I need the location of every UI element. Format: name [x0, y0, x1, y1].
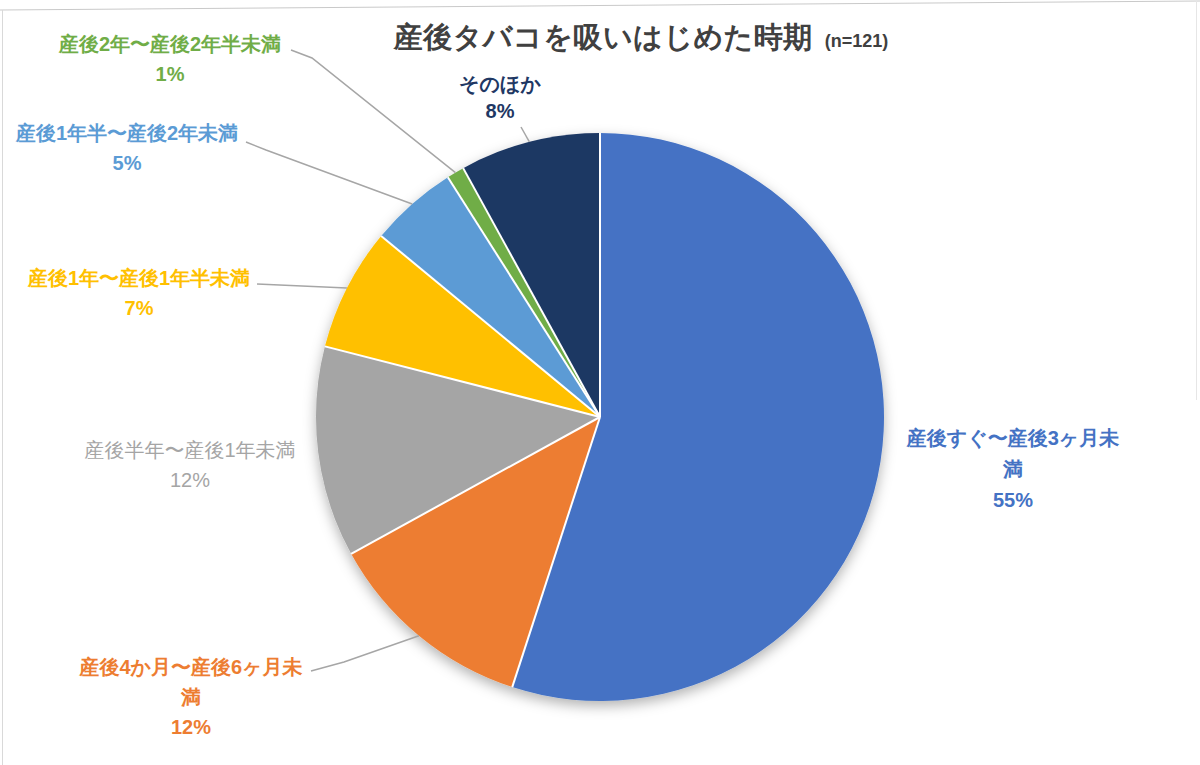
leader-line-3 — [257, 284, 347, 288]
data-label-line: 12% — [84, 465, 295, 495]
data-label-line: 産後1年〜産後1年半未満 — [28, 263, 250, 293]
leader-line-1 — [311, 636, 419, 671]
data-label-line: そのほか — [459, 71, 541, 98]
data-label-line: 産後すぐ〜産後3ヶ月未 — [907, 423, 1120, 454]
leader-line-4 — [246, 142, 412, 204]
data-label-other: そのほか 8% — [459, 71, 541, 125]
data-label-line: 12% — [79, 712, 302, 742]
data-label-4m-6m: 産後4か月〜産後6ヶ月未 満 12% — [79, 652, 302, 742]
data-label-6m-1y: 産後半年〜産後1年未満 12% — [84, 435, 295, 495]
chart-title-text: 産後タバコを吸いはじめた時期 — [394, 18, 813, 58]
chart-title: 産後タバコを吸いはじめた時期 (n=121) — [394, 18, 889, 58]
data-label-line: 満 — [79, 682, 302, 712]
pie-plot-area — [0, 0, 1200, 765]
data-label-line: 産後半年〜産後1年未満 — [84, 435, 295, 465]
data-label-line: 7% — [28, 293, 250, 323]
data-label-line: 産後2年〜産後2年半未満 — [59, 29, 281, 59]
data-label-line: 満 — [907, 454, 1120, 485]
data-label-line: 産後4か月〜産後6ヶ月未 — [79, 652, 302, 682]
data-label-line: 8% — [459, 98, 541, 125]
chart-sample-size: (n=121) — [825, 31, 889, 52]
data-label-line: 55% — [907, 485, 1120, 516]
frame-border-line — [0, 1, 1200, 10]
data-label-immediately-3m: 産後すぐ〜産後3ヶ月未 満 55% — [907, 423, 1120, 516]
leader-line-6 — [521, 127, 529, 142]
data-label-line: 産後1年半〜産後2年未満 — [16, 118, 238, 148]
data-label-line: 5% — [16, 148, 238, 178]
data-label-1.5y-2y: 産後1年半〜産後2年未満 5% — [16, 118, 238, 178]
data-label-2y-2.5y: 産後2年〜産後2年半未満 1% — [59, 29, 281, 89]
leader-line-5 — [291, 50, 455, 173]
data-label-1y-1.5y: 産後1年〜産後1年半未満 7% — [28, 263, 250, 323]
data-label-line: 1% — [59, 59, 281, 89]
